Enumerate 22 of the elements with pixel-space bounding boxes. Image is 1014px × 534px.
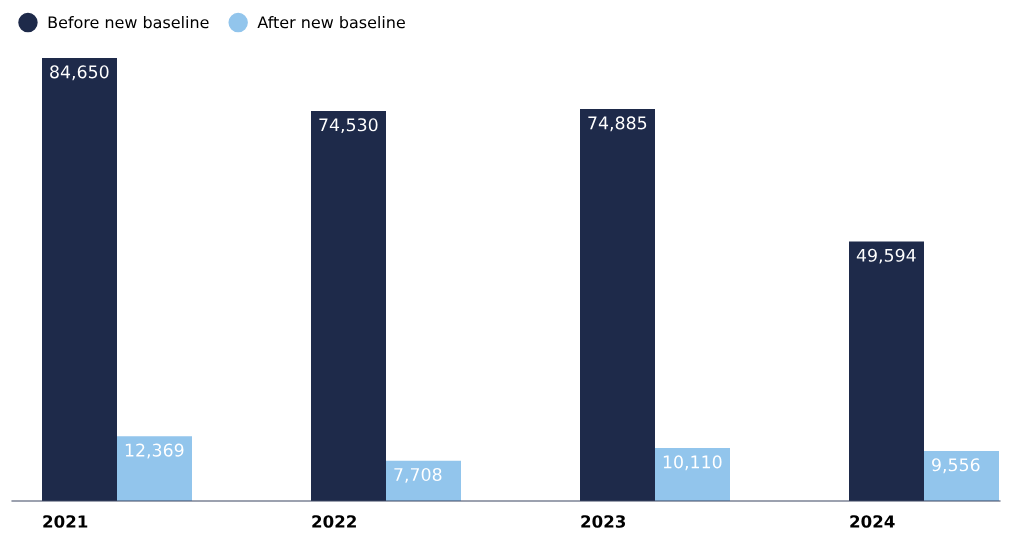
data-label: 84,650 [50, 65, 109, 81]
legend-label: After new baseline [257, 15, 405, 29]
bar [42, 58, 117, 501]
bar [580, 109, 655, 501]
x-tick-label: 2023 [581, 515, 626, 528]
data-label: 10,110 [663, 455, 722, 471]
bar [386, 460, 461, 501]
x-tick-label: 2021 [43, 515, 88, 528]
bar [655, 448, 730, 501]
data-label: 74,530 [319, 118, 378, 134]
data-label: 12,369 [125, 443, 184, 459]
legend-label: Before new baseline [48, 15, 209, 29]
bar [117, 436, 192, 501]
x-tick-label: 2024 [850, 515, 895, 528]
x-tick-label: 2022 [312, 515, 356, 528]
data-label: 74,885 [588, 116, 647, 132]
bar [849, 241, 924, 501]
data-label: 9,556 [932, 458, 980, 474]
bar [311, 110, 386, 501]
data-label: 7,708 [394, 467, 442, 483]
bar [924, 450, 999, 501]
data-label: 49,594 [856, 248, 916, 264]
